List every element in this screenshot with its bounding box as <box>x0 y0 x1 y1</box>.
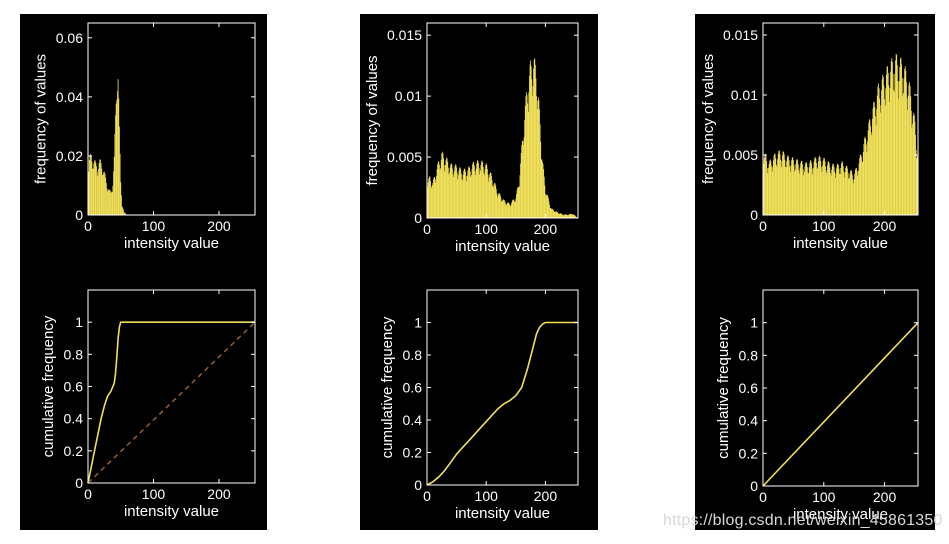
y-tick-label: 1 <box>750 315 758 331</box>
y-tick-label: 0.005 <box>387 149 422 165</box>
y-tick-label: 0.06 <box>56 30 83 46</box>
panel-stretched <box>360 14 598 530</box>
y-tick-label: 0.4 <box>403 412 423 428</box>
x-axis-label: intensity value <box>455 238 550 255</box>
x-axis-label: intensity value <box>124 503 219 520</box>
reference-line <box>87 321 256 484</box>
y-tick-label: 0.8 <box>403 347 423 363</box>
x-tick-label: 100 <box>475 221 499 237</box>
y-tick-label: 1 <box>75 314 83 330</box>
x-tick-label: 0 <box>423 488 431 504</box>
axes-frame <box>762 22 919 216</box>
y-tick-label: 0 <box>750 207 758 223</box>
x-tick-label: 100 <box>812 218 836 234</box>
panel-original <box>20 14 267 530</box>
cumulative-line <box>762 322 919 487</box>
y-tick-label: 0 <box>750 478 758 494</box>
y-tick-label: 0.04 <box>56 89 83 105</box>
axes-frame <box>426 289 579 486</box>
x-tick-label: 200 <box>534 488 558 504</box>
x-tick-label: 200 <box>207 218 231 234</box>
x-axis-label: intensity value <box>455 505 550 522</box>
y-axis-label: cumulative frequency <box>379 316 396 458</box>
x-tick-label: 0 <box>84 486 92 502</box>
y-tick-label: 0.6 <box>739 380 759 396</box>
axes-frame <box>87 22 256 216</box>
y-tick-label: 0.2 <box>739 445 759 461</box>
x-tick-label: 0 <box>759 218 767 234</box>
y-axis-label: frequency of values <box>33 54 50 184</box>
y-axis-label: frequency of values <box>364 55 381 185</box>
y-tick-label: 1 <box>414 315 422 331</box>
y-axis-label: cumulative frequency <box>715 317 732 459</box>
y-tick-label: 0.005 <box>723 147 758 163</box>
y-tick-label: 0.4 <box>739 413 759 429</box>
x-tick-label: 200 <box>873 218 897 234</box>
y-tick-label: 0 <box>414 210 422 226</box>
y-tick-label: 0.4 <box>64 411 84 427</box>
y-axis-label: frequency of values <box>700 54 717 184</box>
axes-frame <box>426 22 579 219</box>
cumulative-line <box>87 321 255 484</box>
watermark-text: https://blog.csdn.net/weixin_45861350 <box>663 512 943 529</box>
y-tick-label: 0.02 <box>56 148 83 164</box>
x-axis-label: intensity value <box>124 235 219 252</box>
y-tick-label: 0.01 <box>395 88 422 104</box>
y-tick-label: 0.015 <box>387 27 422 43</box>
x-tick-label: 200 <box>207 486 231 502</box>
x-tick-label: 100 <box>475 488 499 504</box>
x-tick-label: 200 <box>534 221 558 237</box>
x-axis-label: intensity value <box>793 235 888 252</box>
y-tick-label: 0 <box>414 477 422 493</box>
x-tick-label: 100 <box>812 489 836 505</box>
y-tick-label: 0.015 <box>723 27 758 43</box>
y-tick-label: 0.6 <box>64 379 84 395</box>
y-tick-label: 0.8 <box>64 346 84 362</box>
x-tick-label: 0 <box>84 218 92 234</box>
y-tick-label: 0.2 <box>403 445 423 461</box>
y-axis-label: cumulative frequency <box>40 315 57 457</box>
x-tick-label: 100 <box>142 486 166 502</box>
x-tick-label: 100 <box>142 218 166 234</box>
y-tick-label: 0 <box>75 475 83 491</box>
cumulative-line <box>426 321 578 486</box>
y-tick-label: 0.2 <box>64 443 84 459</box>
y-tick-label: 0.8 <box>739 347 759 363</box>
x-tick-label: 200 <box>873 489 897 505</box>
x-tick-label: 0 <box>759 489 767 505</box>
y-tick-label: 0.01 <box>731 87 758 103</box>
x-axis-label: intensity value <box>793 506 888 523</box>
axes-frame <box>762 289 919 487</box>
x-tick-label: 0 <box>423 221 431 237</box>
y-tick-label: 0.6 <box>403 380 423 396</box>
y-tick-label: 0 <box>75 207 83 223</box>
